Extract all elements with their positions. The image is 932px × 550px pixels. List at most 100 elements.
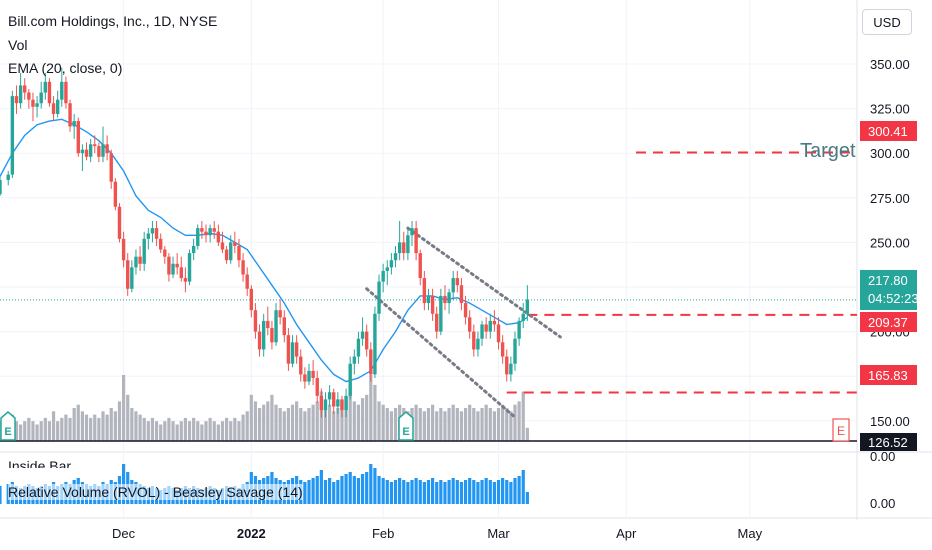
trendline[interactable] <box>406 226 562 339</box>
volume-bar <box>237 421 241 441</box>
rvol-bar <box>348 472 352 504</box>
currency-button[interactable]: USD <box>862 9 912 35</box>
candle-body <box>327 392 332 400</box>
volume-bar <box>43 417 47 441</box>
volume-legend[interactable]: Vol <box>8 37 28 53</box>
candle-body <box>257 331 262 350</box>
candle-body <box>39 92 43 104</box>
volume-bar <box>513 404 517 441</box>
candle-body <box>500 342 505 357</box>
candle-body <box>414 228 418 254</box>
x-tick-label: Feb <box>372 526 394 541</box>
volume-bar <box>56 421 60 441</box>
ema-line <box>0 118 528 383</box>
candle-body <box>319 395 324 411</box>
volume-bar <box>274 404 278 441</box>
rvol-bar <box>468 478 472 504</box>
candle-body <box>35 103 39 107</box>
volume-bar <box>150 417 155 441</box>
candle-body <box>105 144 109 154</box>
candle-body <box>323 399 328 411</box>
rvol-legend[interactable]: Relative Volume (RVOL) - Beasley Savage … <box>8 484 303 500</box>
rvol-bar <box>451 478 455 504</box>
earnings-marker-1[interactable]: E <box>0 411 16 441</box>
candle-body <box>6 174 10 180</box>
candle-body <box>505 356 509 375</box>
rvol-bar <box>0 486 2 504</box>
volume-bar <box>311 404 315 441</box>
volume-level-badge: 126.52 <box>860 433 917 451</box>
candle-body <box>385 267 389 271</box>
candle-body <box>109 153 113 182</box>
volume-bar <box>525 427 529 441</box>
candle-body <box>299 356 303 375</box>
volume-bar <box>352 401 356 441</box>
currency-label: USD <box>873 14 901 30</box>
volume-bar <box>476 411 480 441</box>
candle-body <box>418 253 422 279</box>
candle-body <box>229 242 233 261</box>
rvol-bar <box>517 476 521 504</box>
volume-bar <box>328 404 332 441</box>
volume-bar <box>19 424 23 441</box>
rvol-tick-label: 0.00 <box>870 449 895 464</box>
candle-body <box>208 228 212 236</box>
ema-legend[interactable]: EMA (20, close, 0) <box>8 60 123 76</box>
volume-bar <box>459 411 464 441</box>
stop-price-badge: 165.83 <box>860 365 917 385</box>
rvol-bar <box>426 480 431 504</box>
earnings-marker-2[interactable]: E <box>398 411 414 441</box>
volume-bar <box>212 421 216 441</box>
candle-body <box>266 320 270 329</box>
inside-bar-legend[interactable]: Inside Bar <box>8 458 72 468</box>
trendline[interactable] <box>365 287 517 419</box>
candle-body <box>303 374 307 382</box>
rvol-bar <box>356 478 361 504</box>
candle-body <box>426 295 431 304</box>
candle-body <box>406 235 410 254</box>
volume-bar <box>192 417 196 441</box>
volume-bar <box>360 398 365 441</box>
chart-title[interactable]: Bill.com Holdings, Inc., 1D, NYSE <box>8 13 218 29</box>
candle-body <box>14 96 19 104</box>
y-tick-label: 275.00 <box>870 191 910 206</box>
volume-bar <box>39 421 43 441</box>
rvol-bar <box>431 478 435 504</box>
rvol-bar <box>398 478 402 504</box>
volume-bar <box>426 408 431 441</box>
candle-body <box>72 121 76 127</box>
volume-bar <box>134 411 138 441</box>
rvol-bar <box>447 480 451 504</box>
rvol-bar <box>459 482 464 504</box>
candle-body <box>233 242 237 246</box>
candle-body <box>241 260 245 275</box>
rvol-bar <box>336 480 340 504</box>
volume-bar <box>468 404 472 441</box>
volume-bar <box>348 394 352 441</box>
candle-body <box>253 310 258 332</box>
volume-bar <box>241 414 245 441</box>
volume-bar <box>431 404 435 441</box>
x-tick-label: 2022 <box>237 526 266 541</box>
rvol-bar <box>311 478 315 504</box>
x-tick-label: Apr <box>616 526 637 541</box>
candle-body <box>191 245 196 254</box>
rvol-bar <box>496 480 501 504</box>
volume-bar <box>109 408 113 441</box>
rvol-bar <box>505 480 509 504</box>
candle-body <box>43 81 48 93</box>
earnings-marker-1-label: E <box>4 426 11 438</box>
volume-bar <box>443 411 447 441</box>
candle-body <box>356 338 361 357</box>
volume-bar <box>463 408 468 441</box>
candle-body <box>68 103 72 127</box>
earnings-marker-3[interactable]: E <box>832 418 850 442</box>
volume-bar <box>365 394 369 441</box>
volume-bar <box>484 404 488 441</box>
candle-body <box>27 92 31 100</box>
volume-bar <box>175 424 179 441</box>
rvol-bar <box>303 482 307 504</box>
candle-body <box>352 356 357 364</box>
rvol-bar <box>480 480 484 504</box>
